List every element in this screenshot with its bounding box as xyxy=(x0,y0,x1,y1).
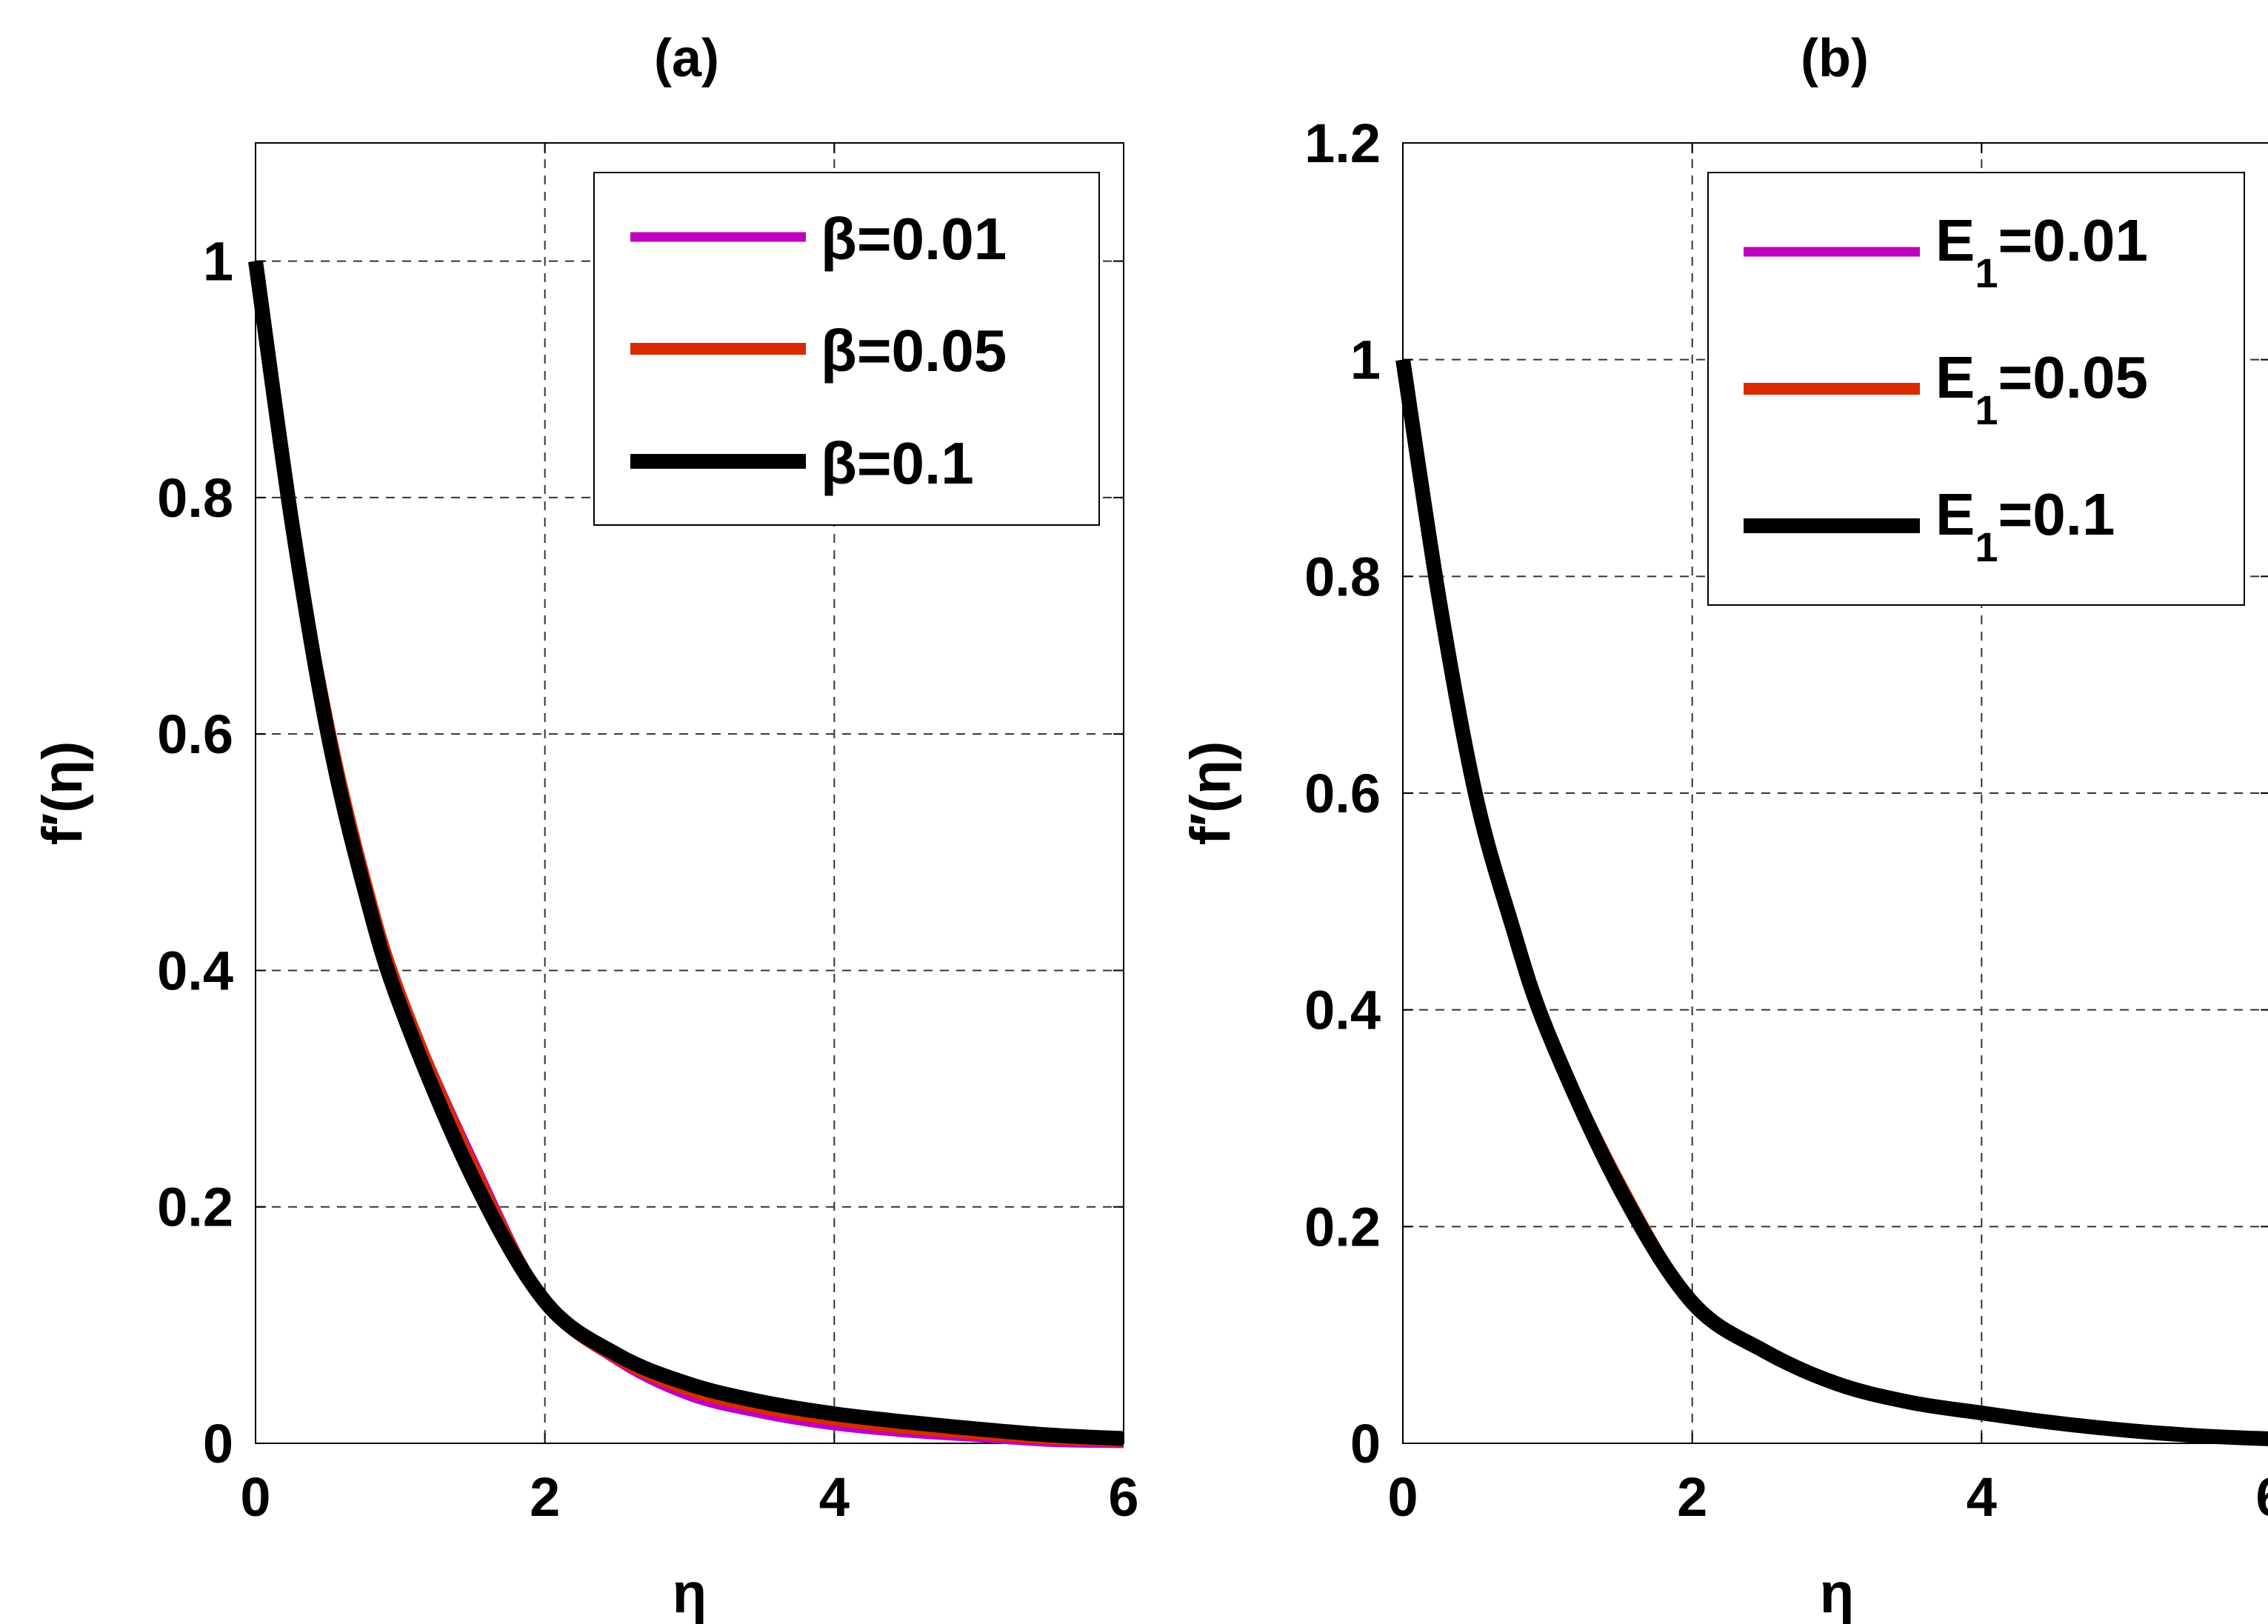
panel-b-legend-value-2: =0.05 xyxy=(1998,344,2148,410)
panel-a-series xyxy=(248,260,1124,1448)
panel-b-series-line-3 xyxy=(1395,358,2268,1446)
panel-b-y-tick-label-2: 0.4 xyxy=(1304,980,1381,1041)
panel-b-x-ticks: 0 2 4 6 xyxy=(1387,143,2268,1528)
panel-a-title: (a) xyxy=(654,29,719,88)
panel-b-legend-value-1: =0.01 xyxy=(1998,207,2148,273)
panel-a-legend-label-2: β=0.05 xyxy=(821,318,1007,384)
panel-a-y-tick-label-3: 0.6 xyxy=(157,704,233,765)
panel-b-legend-sub-1: 1 xyxy=(1975,250,1998,296)
panel-b-y-tick-label-3: 0.6 xyxy=(1304,763,1381,824)
panel-b-legend-sub-3: 1 xyxy=(1975,524,1998,570)
panel-b-x-tick-label-3: 6 xyxy=(2255,1466,2268,1528)
panel-a-legend-value-3: =0.1 xyxy=(857,430,974,496)
panel-a-legend-label-1: β=0.01 xyxy=(821,206,1007,272)
panel-b-series xyxy=(1395,358,2268,1446)
panel-b-y-tick-label-6: 1.2 xyxy=(1304,113,1381,174)
panel-b-y-axis-label: f′(η) xyxy=(1179,741,1242,846)
panel-a-x-tick-label-0: 0 xyxy=(240,1466,270,1528)
panel-a-y-tick-label-5: 1 xyxy=(203,231,233,293)
panel-b-legend-label-3: E1=0.1 xyxy=(1935,481,2115,570)
panel-a-legend-label-3: β=0.1 xyxy=(821,430,974,496)
panel-b-x-tick-label-0: 0 xyxy=(1387,1466,1418,1528)
panel-b-legend: E1=0.01 E1=0.05 E1=0.1 xyxy=(1707,172,2245,606)
panel-b-y-tick-label-1: 0.2 xyxy=(1304,1196,1381,1257)
panel-b-y-tick-label-5: 1 xyxy=(1350,330,1381,391)
panel-a-legend-symbol-3: β xyxy=(821,430,857,496)
panel-a-series-line-3 xyxy=(248,260,1124,1446)
panel-b-legend-symbol-1: E xyxy=(1935,207,1975,273)
panel-a-y-axis-label: f′(η) xyxy=(31,741,94,846)
panel-a-y-tick-label-0: 0 xyxy=(203,1413,233,1474)
panel-a-legend: β=0.01 β=0.05 β=0.1 xyxy=(593,172,1100,526)
panel-b-y-tick-label-0: 0 xyxy=(1350,1413,1381,1474)
panel-b-x-tick-label-1: 2 xyxy=(1677,1466,1707,1528)
panel-b-x-tick-label-2: 4 xyxy=(1967,1466,1997,1528)
panel-a-x-tick-label-3: 6 xyxy=(1108,1466,1138,1528)
panel-a-x-tick-label-2: 4 xyxy=(819,1466,850,1528)
panel-a-y-ticks: 0 0.2 0.4 0.6 0.8 1 xyxy=(157,231,1124,1474)
panel-b-legend-symbol-3: E xyxy=(1935,481,1975,547)
panel-a-x-ticks: 0 2 4 6 xyxy=(240,143,1139,1528)
panel-b-x-axis-label: η xyxy=(1820,1562,1854,1624)
panel-a-x-tick-label-1: 2 xyxy=(530,1466,560,1528)
panel-a-y-tick-label-4: 0.8 xyxy=(157,467,233,529)
panel-a-y-tick-label-2: 0.4 xyxy=(157,940,233,1001)
panel-a-y-tick-label-1: 0.2 xyxy=(157,1177,233,1238)
panel-b-legend-value-3: =0.1 xyxy=(1998,481,2115,547)
panel-a-legend-value-1: =0.01 xyxy=(857,206,1007,272)
panel-b-legend-label-1: E1=0.01 xyxy=(1935,207,2148,296)
panel-b-y-ticks: 0 0.2 0.4 0.6 0.8 1 1.2 xyxy=(1304,113,2268,1474)
panel-b-y-tick-label-4: 0.8 xyxy=(1304,546,1381,607)
panel-a-legend-value-2: =0.05 xyxy=(857,318,1007,384)
panel-a-x-axis-label: η xyxy=(673,1562,707,1624)
panel-a-legend-symbol-2: β xyxy=(821,318,857,384)
panel-b-legend-sub-2: 1 xyxy=(1975,387,1998,433)
panel-a-legend-symbol-1: β xyxy=(821,206,857,272)
panel-b-legend-symbol-2: E xyxy=(1935,344,1975,410)
panel-b-legend-label-2: E1=0.05 xyxy=(1935,344,2148,433)
panel-b-title: (b) xyxy=(1801,29,1869,88)
